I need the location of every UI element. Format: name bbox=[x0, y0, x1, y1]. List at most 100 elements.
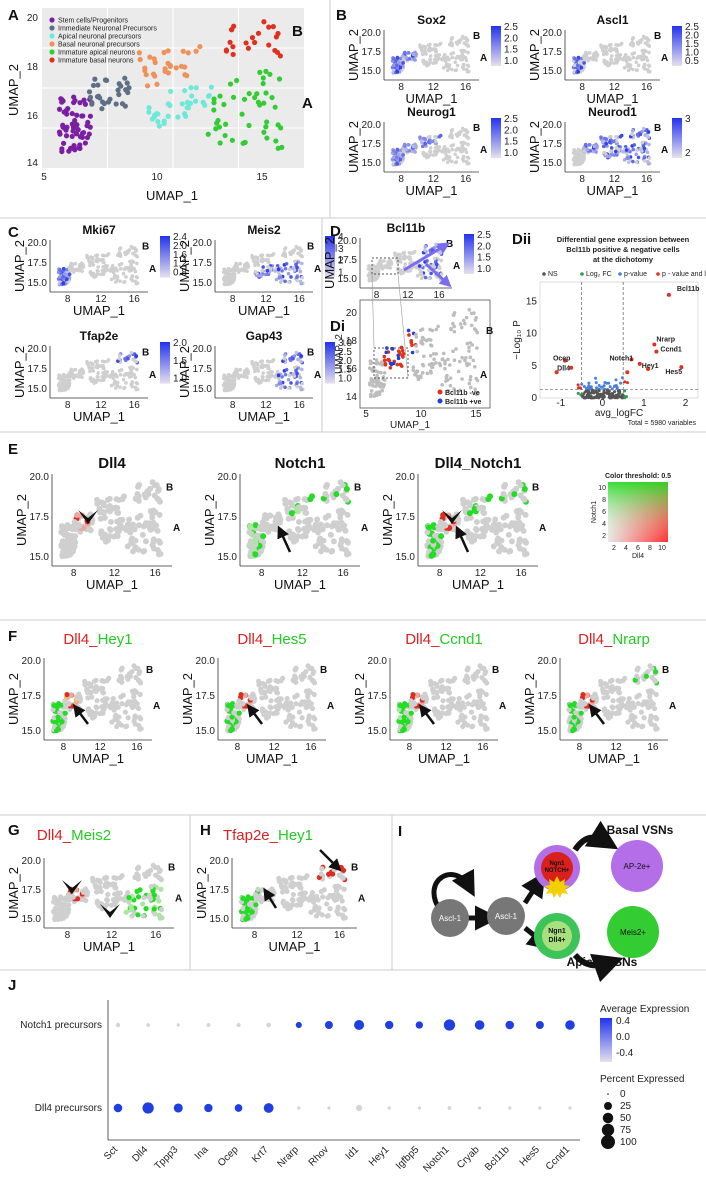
cell-point bbox=[259, 364, 264, 369]
cell-point bbox=[85, 706, 92, 712]
cell-point bbox=[116, 91, 122, 98]
x-tick: 8 bbox=[579, 174, 585, 185]
cell-point bbox=[180, 48, 186, 54]
cell-point bbox=[306, 715, 312, 721]
cell-point bbox=[516, 539, 523, 546]
cell-point bbox=[128, 259, 132, 264]
cell-point bbox=[295, 518, 302, 525]
cell-point bbox=[296, 875, 302, 881]
cell-point bbox=[511, 491, 518, 498]
cell-point bbox=[396, 707, 402, 713]
blend-y-tick: 6 bbox=[602, 509, 606, 516]
cell-point bbox=[117, 875, 123, 881]
cell-point bbox=[420, 695, 426, 701]
branch-b-label: B bbox=[142, 241, 149, 252]
cell-point bbox=[622, 158, 627, 162]
branch-a-label: A bbox=[499, 701, 506, 712]
cell-point bbox=[87, 258, 91, 262]
cell-point bbox=[266, 42, 272, 48]
cell-point bbox=[278, 386, 283, 390]
gene-point bbox=[584, 395, 588, 399]
title-green-gene: Hes5 bbox=[272, 631, 307, 648]
cell-point bbox=[301, 673, 307, 679]
gene-point bbox=[594, 381, 598, 385]
panel-a-ytick-20: 20 bbox=[27, 13, 39, 24]
cell-point bbox=[66, 532, 73, 539]
cell-point bbox=[122, 267, 127, 272]
cell-point bbox=[473, 364, 477, 369]
cell-point bbox=[578, 698, 584, 704]
cell-point bbox=[638, 709, 645, 715]
cell-point bbox=[223, 267, 227, 272]
cell-point bbox=[404, 147, 409, 152]
cell-point bbox=[118, 667, 124, 673]
gene-point bbox=[588, 391, 592, 395]
cell-point bbox=[216, 124, 223, 130]
cell-point bbox=[246, 529, 253, 536]
cell-point bbox=[475, 688, 482, 694]
cell-point bbox=[57, 894, 64, 900]
cell-point bbox=[303, 669, 309, 675]
cell-point bbox=[300, 367, 304, 372]
cell-point bbox=[300, 261, 304, 266]
y-tick: 14 bbox=[346, 392, 358, 403]
cell-point bbox=[448, 700, 455, 706]
cell-point bbox=[516, 519, 523, 526]
cell-point bbox=[482, 678, 489, 684]
cell-point bbox=[97, 95, 103, 101]
title-separator: _ bbox=[88, 631, 98, 648]
cell-point bbox=[468, 536, 475, 543]
cell-point bbox=[576, 147, 581, 152]
cell-point bbox=[146, 894, 152, 900]
cell-point bbox=[648, 721, 654, 727]
cell-point bbox=[293, 259, 297, 264]
cell-point bbox=[639, 702, 645, 708]
cell-point bbox=[416, 377, 421, 382]
cell-point bbox=[423, 49, 428, 54]
x-axis-label: UMAP_1 bbox=[586, 183, 638, 198]
panel-a-xtick-15: 15 bbox=[256, 172, 268, 183]
cell-point bbox=[422, 354, 426, 359]
color-legend-tick: 2 bbox=[685, 148, 691, 159]
cell-point bbox=[100, 253, 105, 258]
cell-point bbox=[76, 145, 82, 151]
cell-point bbox=[123, 357, 127, 361]
cell-point bbox=[287, 715, 294, 722]
cell-point bbox=[226, 274, 231, 279]
cell-point bbox=[640, 140, 645, 145]
cell-point bbox=[156, 898, 162, 904]
x-axis-label: avg_logFC bbox=[595, 408, 643, 419]
gene-label: Notch1 bbox=[609, 355, 633, 362]
cell-point bbox=[95, 268, 100, 273]
cell-point bbox=[466, 50, 470, 55]
cell-point bbox=[62, 272, 67, 276]
cell-point bbox=[126, 894, 132, 901]
gene-point bbox=[587, 384, 591, 388]
cell-point bbox=[626, 695, 632, 702]
cell-point bbox=[327, 906, 333, 912]
cell-point bbox=[303, 688, 310, 694]
cell-point bbox=[182, 87, 188, 94]
cell-point bbox=[425, 259, 429, 263]
cell-point bbox=[133, 375, 138, 380]
cell-point bbox=[460, 723, 466, 730]
cell-point bbox=[398, 65, 403, 70]
cell-point bbox=[478, 721, 484, 727]
cell-point bbox=[461, 318, 466, 323]
cell-point bbox=[282, 356, 287, 361]
cell-point bbox=[443, 56, 448, 60]
cell-point bbox=[577, 152, 582, 157]
cell-point bbox=[432, 357, 436, 362]
cell-point bbox=[97, 515, 104, 522]
cell-point bbox=[295, 371, 299, 376]
cell-point bbox=[161, 49, 167, 56]
cell-point bbox=[446, 388, 450, 393]
cell-point bbox=[459, 325, 464, 330]
cell-point bbox=[481, 509, 488, 516]
cell-point bbox=[408, 255, 412, 259]
cell-point bbox=[306, 698, 312, 705]
cell-point bbox=[295, 381, 299, 386]
